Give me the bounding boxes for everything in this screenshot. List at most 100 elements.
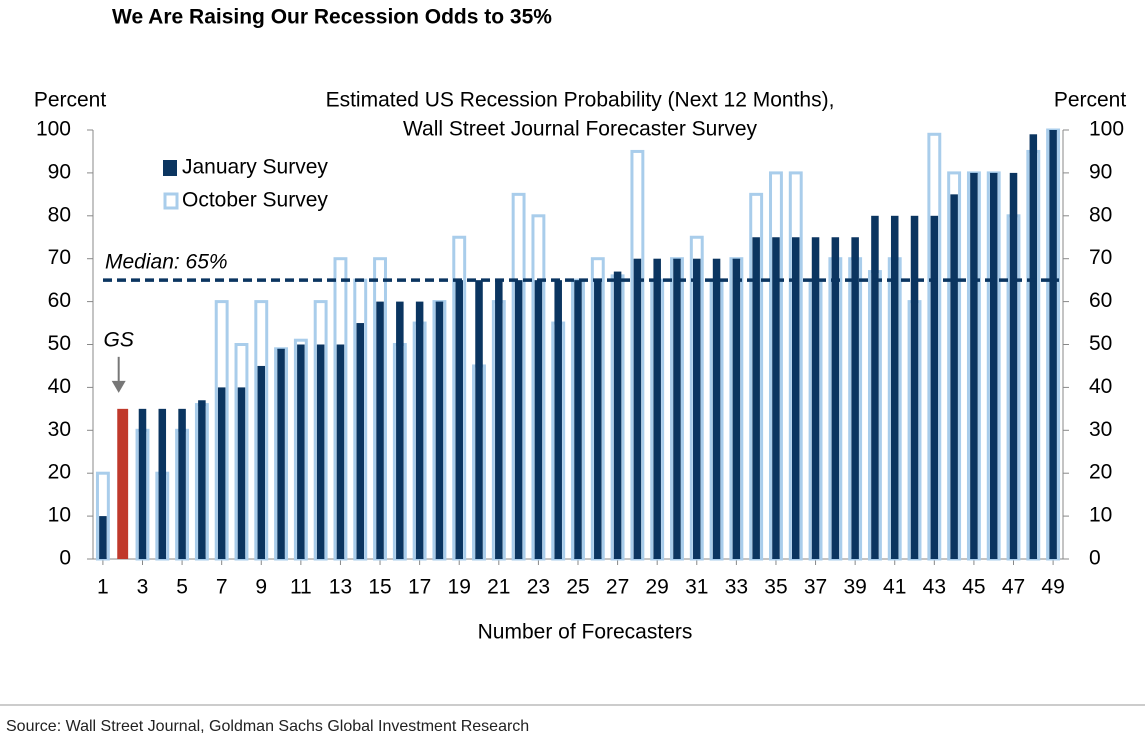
bar bbox=[495, 280, 503, 559]
bar bbox=[198, 400, 206, 559]
x-tick-label: 43 bbox=[923, 576, 946, 599]
y-tick-label: 0 bbox=[59, 547, 71, 570]
bar bbox=[138, 408, 147, 559]
x-tick-label: 31 bbox=[685, 576, 708, 599]
y2-tick-label: 40 bbox=[1089, 375, 1112, 398]
chart-title: Estimated US Recession Probability (Next… bbox=[326, 89, 835, 112]
bar bbox=[99, 516, 107, 559]
bar bbox=[117, 408, 129, 559]
bar bbox=[732, 258, 741, 559]
bar bbox=[791, 237, 800, 559]
bar bbox=[910, 215, 919, 560]
bar bbox=[594, 280, 602, 559]
chart-title: Wall Street Journal Forecaster Survey bbox=[403, 118, 758, 141]
x-tick-label: 47 bbox=[1002, 576, 1025, 599]
bar bbox=[950, 194, 958, 559]
y-tick-label: 70 bbox=[48, 246, 71, 269]
bar bbox=[574, 280, 582, 559]
page-title: We Are Raising Our Recession Odds to 35% bbox=[112, 6, 552, 29]
source: Source: Wall Street Journal, Goldman Sac… bbox=[6, 718, 529, 735]
bar bbox=[890, 215, 899, 560]
y2-axis-label: Percent bbox=[1054, 89, 1127, 112]
x-tick-label: 1 bbox=[97, 576, 109, 599]
bar bbox=[633, 258, 642, 559]
bar bbox=[277, 348, 285, 559]
x-tick-label: 39 bbox=[843, 576, 866, 599]
bar bbox=[455, 280, 463, 559]
y-tick-label: 100 bbox=[36, 118, 71, 141]
x-tick-label: 35 bbox=[764, 576, 787, 599]
y2-tick-label: 80 bbox=[1089, 203, 1112, 226]
x-axis-label: Number of Forecasters bbox=[478, 621, 693, 644]
bar bbox=[534, 280, 543, 559]
bar bbox=[831, 237, 840, 559]
x-tick-label: 37 bbox=[804, 576, 827, 599]
bar bbox=[257, 365, 266, 559]
bar bbox=[316, 344, 325, 559]
arrow-head bbox=[111, 380, 126, 393]
legend-swatch bbox=[163, 160, 177, 176]
bar bbox=[554, 280, 562, 559]
x-tick-label: 3 bbox=[137, 576, 149, 599]
bar bbox=[336, 344, 345, 559]
annotation: GS bbox=[104, 328, 134, 351]
bar bbox=[673, 258, 681, 559]
bar bbox=[851, 237, 859, 559]
x-tick-label: 9 bbox=[255, 576, 267, 599]
y-tick-label: 90 bbox=[48, 160, 71, 183]
y-tick-label: 10 bbox=[48, 504, 71, 527]
y-tick-label: 30 bbox=[48, 418, 71, 441]
bar bbox=[297, 344, 305, 559]
bar bbox=[514, 280, 523, 559]
bar bbox=[693, 258, 701, 559]
legend-swatch bbox=[163, 192, 179, 210]
bar bbox=[989, 172, 998, 559]
bar bbox=[415, 301, 424, 559]
bar bbox=[475, 280, 483, 559]
bar bbox=[158, 408, 167, 559]
y2-tick-label: 60 bbox=[1089, 289, 1112, 312]
median-label: Median: 65% bbox=[105, 251, 228, 274]
bar bbox=[217, 387, 226, 559]
bar bbox=[772, 237, 780, 559]
y2-tick-label: 10 bbox=[1089, 504, 1112, 527]
x-tick-label: 17 bbox=[408, 576, 431, 599]
bar bbox=[752, 237, 760, 559]
x-tick-label: 33 bbox=[725, 576, 748, 599]
bar bbox=[1029, 134, 1038, 560]
y2-tick-label: 100 bbox=[1089, 118, 1124, 141]
x-tick-label: 27 bbox=[606, 576, 629, 599]
bar bbox=[930, 215, 939, 560]
bar bbox=[376, 301, 384, 559]
bar bbox=[1049, 130, 1057, 559]
bar bbox=[237, 387, 246, 559]
x-tick-label: 25 bbox=[566, 576, 589, 599]
x-tick-label: 11 bbox=[290, 576, 312, 599]
y-axis-label: Percent bbox=[34, 89, 107, 112]
legend-label: October Survey bbox=[182, 189, 328, 212]
bar bbox=[396, 301, 404, 559]
y2-tick-label: 20 bbox=[1089, 461, 1112, 484]
x-tick-label: 7 bbox=[216, 576, 228, 599]
x-tick-label: 21 bbox=[487, 576, 510, 599]
y-tick-label: 60 bbox=[48, 289, 71, 312]
bar bbox=[871, 215, 879, 560]
y-tick-label: 40 bbox=[48, 375, 71, 398]
y2-tick-label: 90 bbox=[1089, 160, 1112, 183]
bar bbox=[970, 172, 978, 559]
y2-tick-label: 70 bbox=[1089, 246, 1112, 269]
x-tick-label: 5 bbox=[176, 576, 188, 599]
y-tick-label: 20 bbox=[48, 461, 71, 484]
bar bbox=[712, 258, 721, 559]
bar bbox=[811, 237, 820, 559]
y-tick-label: 80 bbox=[48, 203, 71, 226]
legend-label: January Survey bbox=[182, 156, 328, 179]
bar bbox=[1009, 172, 1018, 559]
x-tick-label: 49 bbox=[1041, 576, 1064, 599]
x-tick-label: 15 bbox=[368, 576, 391, 599]
bar bbox=[178, 408, 186, 559]
y2-tick-label: 30 bbox=[1089, 418, 1112, 441]
y2-tick-label: 0 bbox=[1089, 547, 1101, 570]
x-tick-label: 29 bbox=[646, 576, 669, 599]
